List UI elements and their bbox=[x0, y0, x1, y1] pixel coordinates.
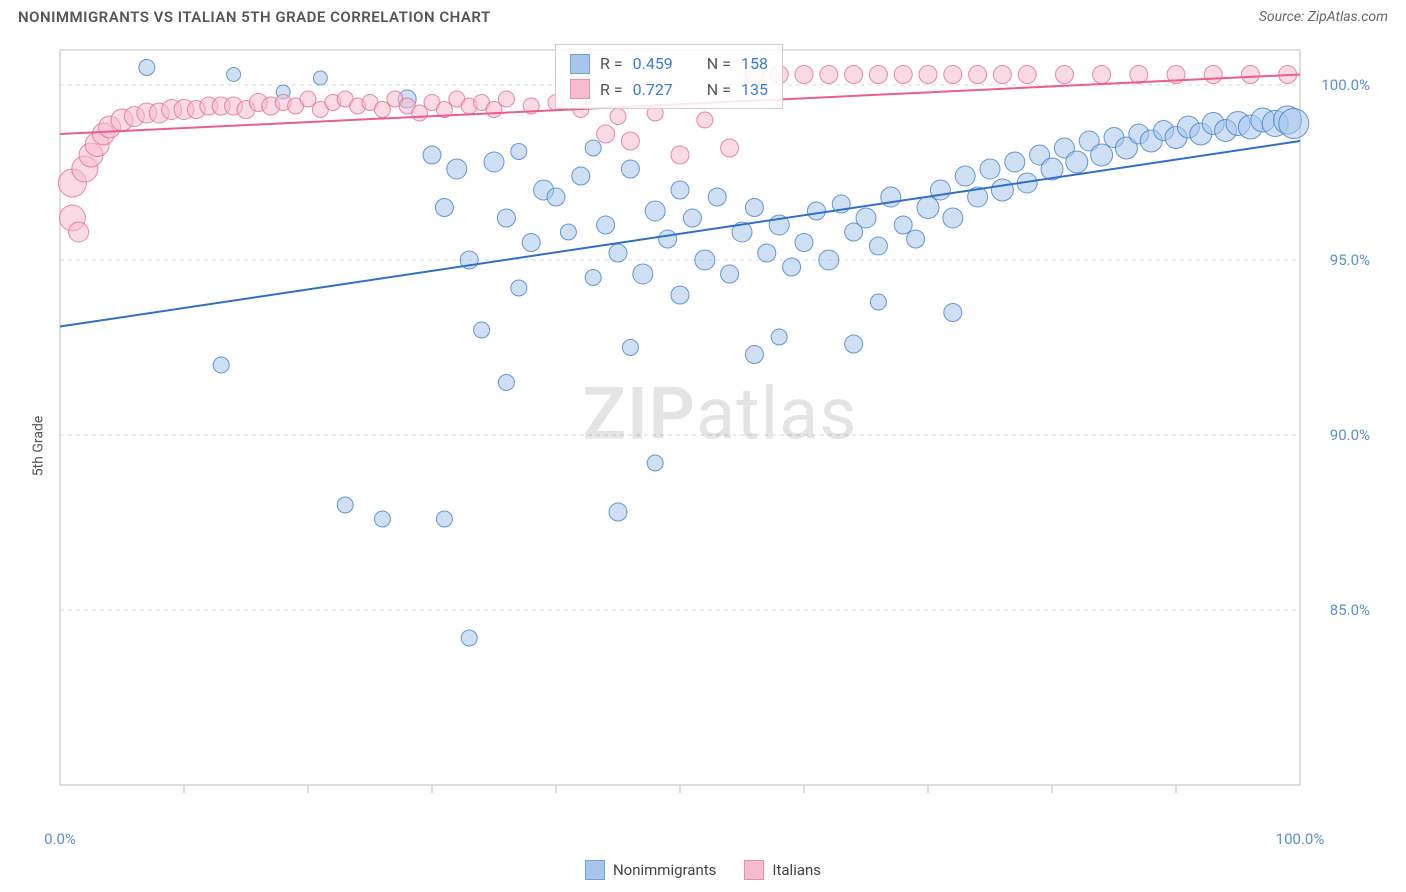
n-value: 158 bbox=[741, 51, 768, 77]
n-value: 135 bbox=[741, 77, 768, 103]
legend-item: Italians bbox=[744, 860, 821, 880]
stats-row: R = 0.459 N = 158 bbox=[570, 51, 768, 77]
y-tick-label: 85.0% bbox=[1330, 601, 1370, 619]
legend-label: Italians bbox=[772, 861, 821, 879]
chart-title: NONIMMIGRANTS VS ITALIAN 5TH GRADE CORRE… bbox=[18, 8, 491, 26]
legend-swatch bbox=[744, 860, 764, 880]
r-label: R = bbox=[600, 51, 623, 77]
y-tick-label: 100.0% bbox=[1321, 76, 1370, 94]
y-tick-label: 95.0% bbox=[1330, 251, 1370, 269]
n-label: N = bbox=[707, 77, 731, 103]
stats-row: R = 0.727 N = 135 bbox=[570, 77, 768, 103]
chart-container: NONIMMIGRANTS VS ITALIAN 5TH GRADE CORRE… bbox=[0, 0, 1406, 892]
scatter-plot-svg bbox=[50, 40, 1390, 820]
x-tick-label: 0.0% bbox=[44, 830, 76, 848]
legend-item: Nonimmigrants bbox=[585, 860, 716, 880]
y-axis-title: 5th Grade bbox=[30, 416, 46, 477]
r-label: R = bbox=[600, 77, 623, 103]
correlation-stats-box: R = 0.459 N = 158 R = 0.727 N = 135 bbox=[555, 44, 783, 109]
plot-area: ZIPatlas 85.0%90.0%95.0%100.0%0.0%100.0% bbox=[50, 40, 1390, 820]
n-label: N = bbox=[707, 51, 731, 77]
x-tick-label: 100.0% bbox=[1276, 830, 1325, 848]
series-swatch bbox=[570, 79, 590, 99]
bottom-legend: Nonimmigrants Italians bbox=[0, 860, 1406, 880]
legend-label: Nonimmigrants bbox=[613, 861, 716, 879]
series-swatch bbox=[570, 54, 590, 74]
y-tick-label: 90.0% bbox=[1330, 426, 1370, 444]
header: NONIMMIGRANTS VS ITALIAN 5TH GRADE CORRE… bbox=[0, 0, 1406, 32]
legend-swatch bbox=[585, 860, 605, 880]
source-label: Source: ZipAtlas.com bbox=[1259, 9, 1388, 25]
r-value: 0.459 bbox=[633, 51, 673, 77]
r-value: 0.727 bbox=[633, 77, 673, 103]
